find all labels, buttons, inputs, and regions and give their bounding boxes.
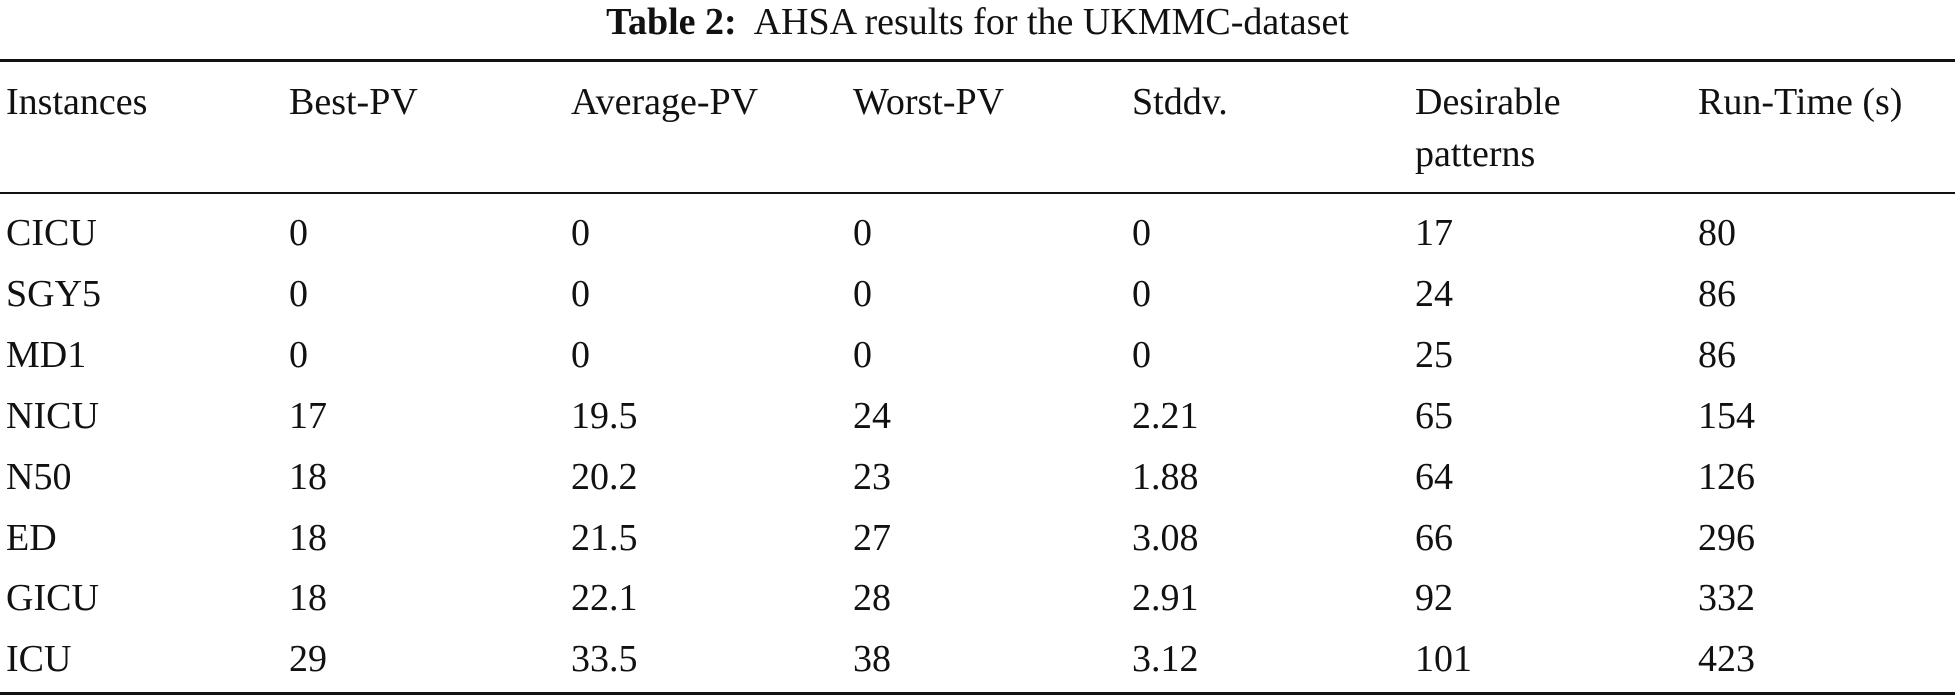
row-label: SGY5 bbox=[6, 272, 102, 315]
column-header: Instances bbox=[6, 81, 148, 123]
row-label: ICU bbox=[6, 638, 72, 681]
table-cell: 1.88 bbox=[1132, 455, 1199, 498]
table-cell: 19.5 bbox=[571, 394, 638, 437]
table-cell: 86 bbox=[1698, 333, 1736, 376]
table-cell: 0 bbox=[853, 333, 872, 376]
table-cell: 423 bbox=[1698, 638, 1755, 681]
table-cell: 24 bbox=[853, 394, 891, 437]
table-cell: 2.21 bbox=[1132, 394, 1199, 437]
table-cell: 18 bbox=[289, 577, 327, 620]
table-cell: 18 bbox=[289, 516, 327, 559]
table-cell: 0 bbox=[289, 333, 308, 376]
column-header: Worst-PV bbox=[853, 81, 1005, 123]
table-cell: 86 bbox=[1698, 272, 1736, 315]
table-cell: 28 bbox=[853, 577, 891, 620]
table-cell: 0 bbox=[289, 272, 308, 315]
table-cell: 92 bbox=[1415, 577, 1453, 620]
table-cell: 80 bbox=[1698, 212, 1736, 254]
table-cell: 27 bbox=[853, 516, 891, 559]
column-header: Run-Time (s) bbox=[1698, 81, 1903, 123]
table-cell: 0 bbox=[571, 272, 590, 315]
table-cell: 20.2 bbox=[571, 455, 638, 498]
row-label: NICU bbox=[6, 394, 99, 437]
column-header: Average-PV bbox=[571, 81, 759, 123]
row-label: N50 bbox=[6, 455, 72, 498]
table-cell: 29 bbox=[289, 638, 327, 681]
row-label: MD1 bbox=[6, 333, 87, 376]
table-cell: 3.12 bbox=[1132, 638, 1199, 681]
table-cell: 17 bbox=[1415, 212, 1453, 254]
table-cell: 23 bbox=[853, 455, 891, 498]
table-cell: 33.5 bbox=[571, 638, 638, 681]
table-cell: 38 bbox=[853, 638, 891, 681]
table-cell: 0 bbox=[1132, 333, 1151, 376]
table-cell: 296 bbox=[1698, 516, 1755, 559]
column-header: Desirable patterns bbox=[1415, 81, 1561, 175]
table-caption: Table 2: AHSA results for the UKMMC-data… bbox=[0, 0, 1955, 44]
table-cell: 65 bbox=[1415, 394, 1453, 437]
caption-label: Table 2: bbox=[606, 1, 737, 43]
table-cell: 64 bbox=[1415, 455, 1453, 498]
table-cell: 0 bbox=[853, 212, 872, 254]
top-rule bbox=[0, 59, 1955, 62]
table-cell: 66 bbox=[1415, 516, 1453, 559]
table-cell: 332 bbox=[1698, 577, 1755, 620]
table-cell: 101 bbox=[1415, 638, 1472, 681]
table-cell: 24 bbox=[1415, 272, 1453, 315]
table-cell: 0 bbox=[571, 333, 590, 376]
table-cell: 2.91 bbox=[1132, 577, 1199, 620]
table-cell: 0 bbox=[571, 212, 590, 254]
column-header: Stddv. bbox=[1132, 81, 1228, 123]
table-cell: 18 bbox=[289, 455, 327, 498]
table-cell: 154 bbox=[1698, 394, 1755, 437]
table-cell: 0 bbox=[1132, 212, 1151, 254]
row-label: CICU bbox=[6, 212, 97, 254]
table-cell: 22.1 bbox=[571, 577, 638, 620]
table-cell: 0 bbox=[853, 272, 872, 315]
table-cell: 0 bbox=[289, 212, 308, 254]
table-cell: 21.5 bbox=[571, 516, 638, 559]
row-label: ED bbox=[6, 516, 57, 559]
header-rule bbox=[0, 192, 1955, 194]
column-header: Best-PV bbox=[289, 81, 418, 123]
table-cell: 17 bbox=[289, 394, 327, 437]
caption-text: AHSA results for the UKMMC-dataset bbox=[753, 1, 1349, 43]
table-cell: 126 bbox=[1698, 455, 1755, 498]
table-cell: 3.08 bbox=[1132, 516, 1199, 559]
row-label: GICU bbox=[6, 577, 99, 620]
bottom-rule bbox=[0, 692, 1955, 695]
table-cell: 25 bbox=[1415, 333, 1453, 376]
table-cell: 0 bbox=[1132, 272, 1151, 315]
